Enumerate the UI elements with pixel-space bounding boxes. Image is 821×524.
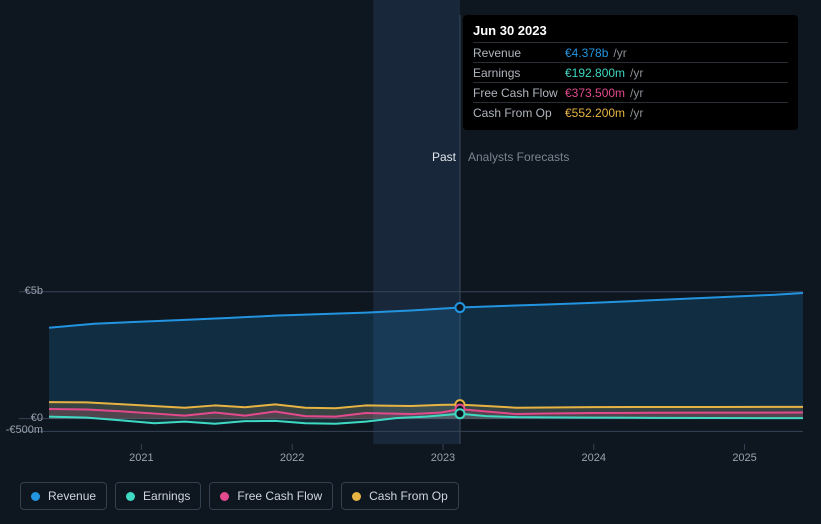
section-label-past: Past	[432, 150, 456, 164]
tooltip-row-label: Revenue	[473, 46, 565, 60]
tooltip-row: Cash From Op€552.200m/yr	[473, 102, 788, 122]
x-axis-label: 2025	[725, 452, 765, 464]
section-label-forecast: Analysts Forecasts	[468, 150, 569, 164]
chart-legend: Revenue Earnings Free Cash Flow Cash From O…	[20, 482, 459, 510]
legend-item-label: Cash From Op	[369, 489, 448, 503]
y-axis-label: €5b	[0, 285, 43, 297]
financial-chart: €5b €0-€500m 2021 2022 2023 2024 2025 Past An…	[0, 0, 821, 524]
tooltip-row-suffix: /yr	[630, 86, 643, 100]
legend-item-freecashflow[interactable]: Free Cash Flow	[209, 482, 333, 510]
legend-dot-icon	[220, 492, 229, 501]
marker-earnings	[455, 409, 464, 418]
chart-tooltip: Jun 30 2023 Revenue€4.378b/yrEarnings€19…	[463, 15, 798, 130]
legend-item-revenue[interactable]: Revenue	[20, 482, 107, 510]
x-axis-label: 2024	[574, 452, 614, 464]
x-axis-label: 2021	[121, 452, 161, 464]
y-axis-label: €0	[0, 412, 43, 424]
legend-dot-icon	[352, 492, 361, 501]
legend-dot-icon	[126, 492, 135, 501]
tooltip-row-label: Cash From Op	[473, 106, 565, 120]
tooltip-row-value: €4.378b	[565, 46, 608, 60]
series-area-revenue	[49, 293, 803, 419]
tooltip-row-value: €552.200m	[565, 106, 625, 120]
legend-item-earnings[interactable]: Earnings	[115, 482, 201, 510]
marker-revenue	[455, 303, 464, 312]
legend-item-label: Free Cash Flow	[237, 489, 322, 503]
tooltip-row-value: €192.800m	[565, 66, 625, 80]
y-axis-label: -€500m	[0, 424, 43, 436]
x-axis-label: 2022	[272, 452, 312, 464]
tooltip-row-suffix: /yr	[613, 46, 626, 60]
tooltip-row-label: Earnings	[473, 66, 565, 80]
legend-item-cashfromop[interactable]: Cash From Op	[341, 482, 459, 510]
tooltip-row: Free Cash Flow€373.500m/yr	[473, 82, 788, 102]
legend-dot-icon	[31, 492, 40, 501]
x-axis-label: 2023	[423, 452, 463, 464]
tooltip-row-value: €373.500m	[565, 86, 625, 100]
tooltip-date: Jun 30 2023	[473, 23, 788, 38]
tooltip-row: Earnings€192.800m/yr	[473, 62, 788, 82]
tooltip-row: Revenue€4.378b/yr	[473, 42, 788, 62]
legend-item-label: Revenue	[48, 489, 96, 503]
legend-item-label: Earnings	[143, 489, 190, 503]
tooltip-row-suffix: /yr	[630, 66, 643, 80]
tooltip-row-label: Free Cash Flow	[473, 86, 565, 100]
tooltip-row-suffix: /yr	[630, 106, 643, 120]
